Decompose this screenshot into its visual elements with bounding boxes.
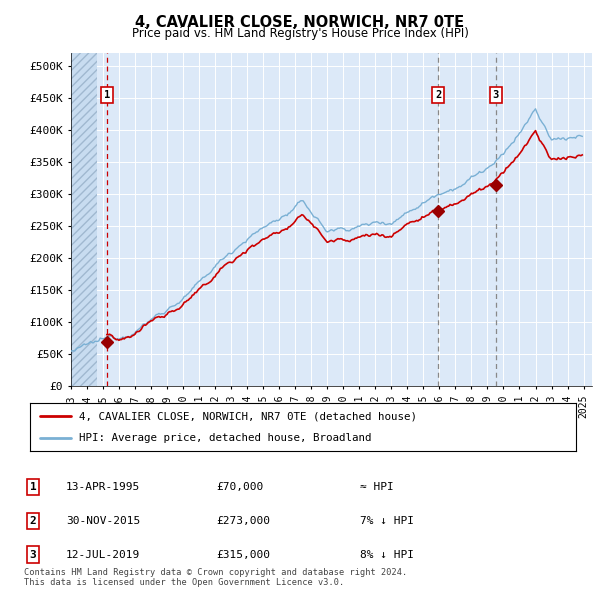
Text: 8% ↓ HPI: 8% ↓ HPI [360,550,414,559]
Text: 12-JUL-2019: 12-JUL-2019 [66,550,140,559]
Text: ≈ HPI: ≈ HPI [360,482,394,491]
Text: 2: 2 [435,90,441,100]
Text: Contains HM Land Registry data © Crown copyright and database right 2024.
This d: Contains HM Land Registry data © Crown c… [24,568,407,587]
Text: 1: 1 [104,90,110,100]
Text: 7% ↓ HPI: 7% ↓ HPI [360,516,414,526]
Text: £315,000: £315,000 [216,550,270,559]
Text: 4, CAVALIER CLOSE, NORWICH, NR7 0TE (detached house): 4, CAVALIER CLOSE, NORWICH, NR7 0TE (det… [79,411,417,421]
Text: 4, CAVALIER CLOSE, NORWICH, NR7 0TE: 4, CAVALIER CLOSE, NORWICH, NR7 0TE [136,15,464,30]
Text: Price paid vs. HM Land Registry's House Price Index (HPI): Price paid vs. HM Land Registry's House … [131,27,469,40]
Text: HPI: Average price, detached house, Broadland: HPI: Average price, detached house, Broa… [79,433,371,443]
Bar [71,53,97,386]
Text: £273,000: £273,000 [216,516,270,526]
Text: 3: 3 [493,90,499,100]
Text: 1: 1 [29,482,37,491]
Text: 3: 3 [29,550,37,559]
Text: 30-NOV-2015: 30-NOV-2015 [66,516,140,526]
Text: £70,000: £70,000 [216,482,263,491]
Text: 2: 2 [29,516,37,526]
Text: 13-APR-1995: 13-APR-1995 [66,482,140,491]
